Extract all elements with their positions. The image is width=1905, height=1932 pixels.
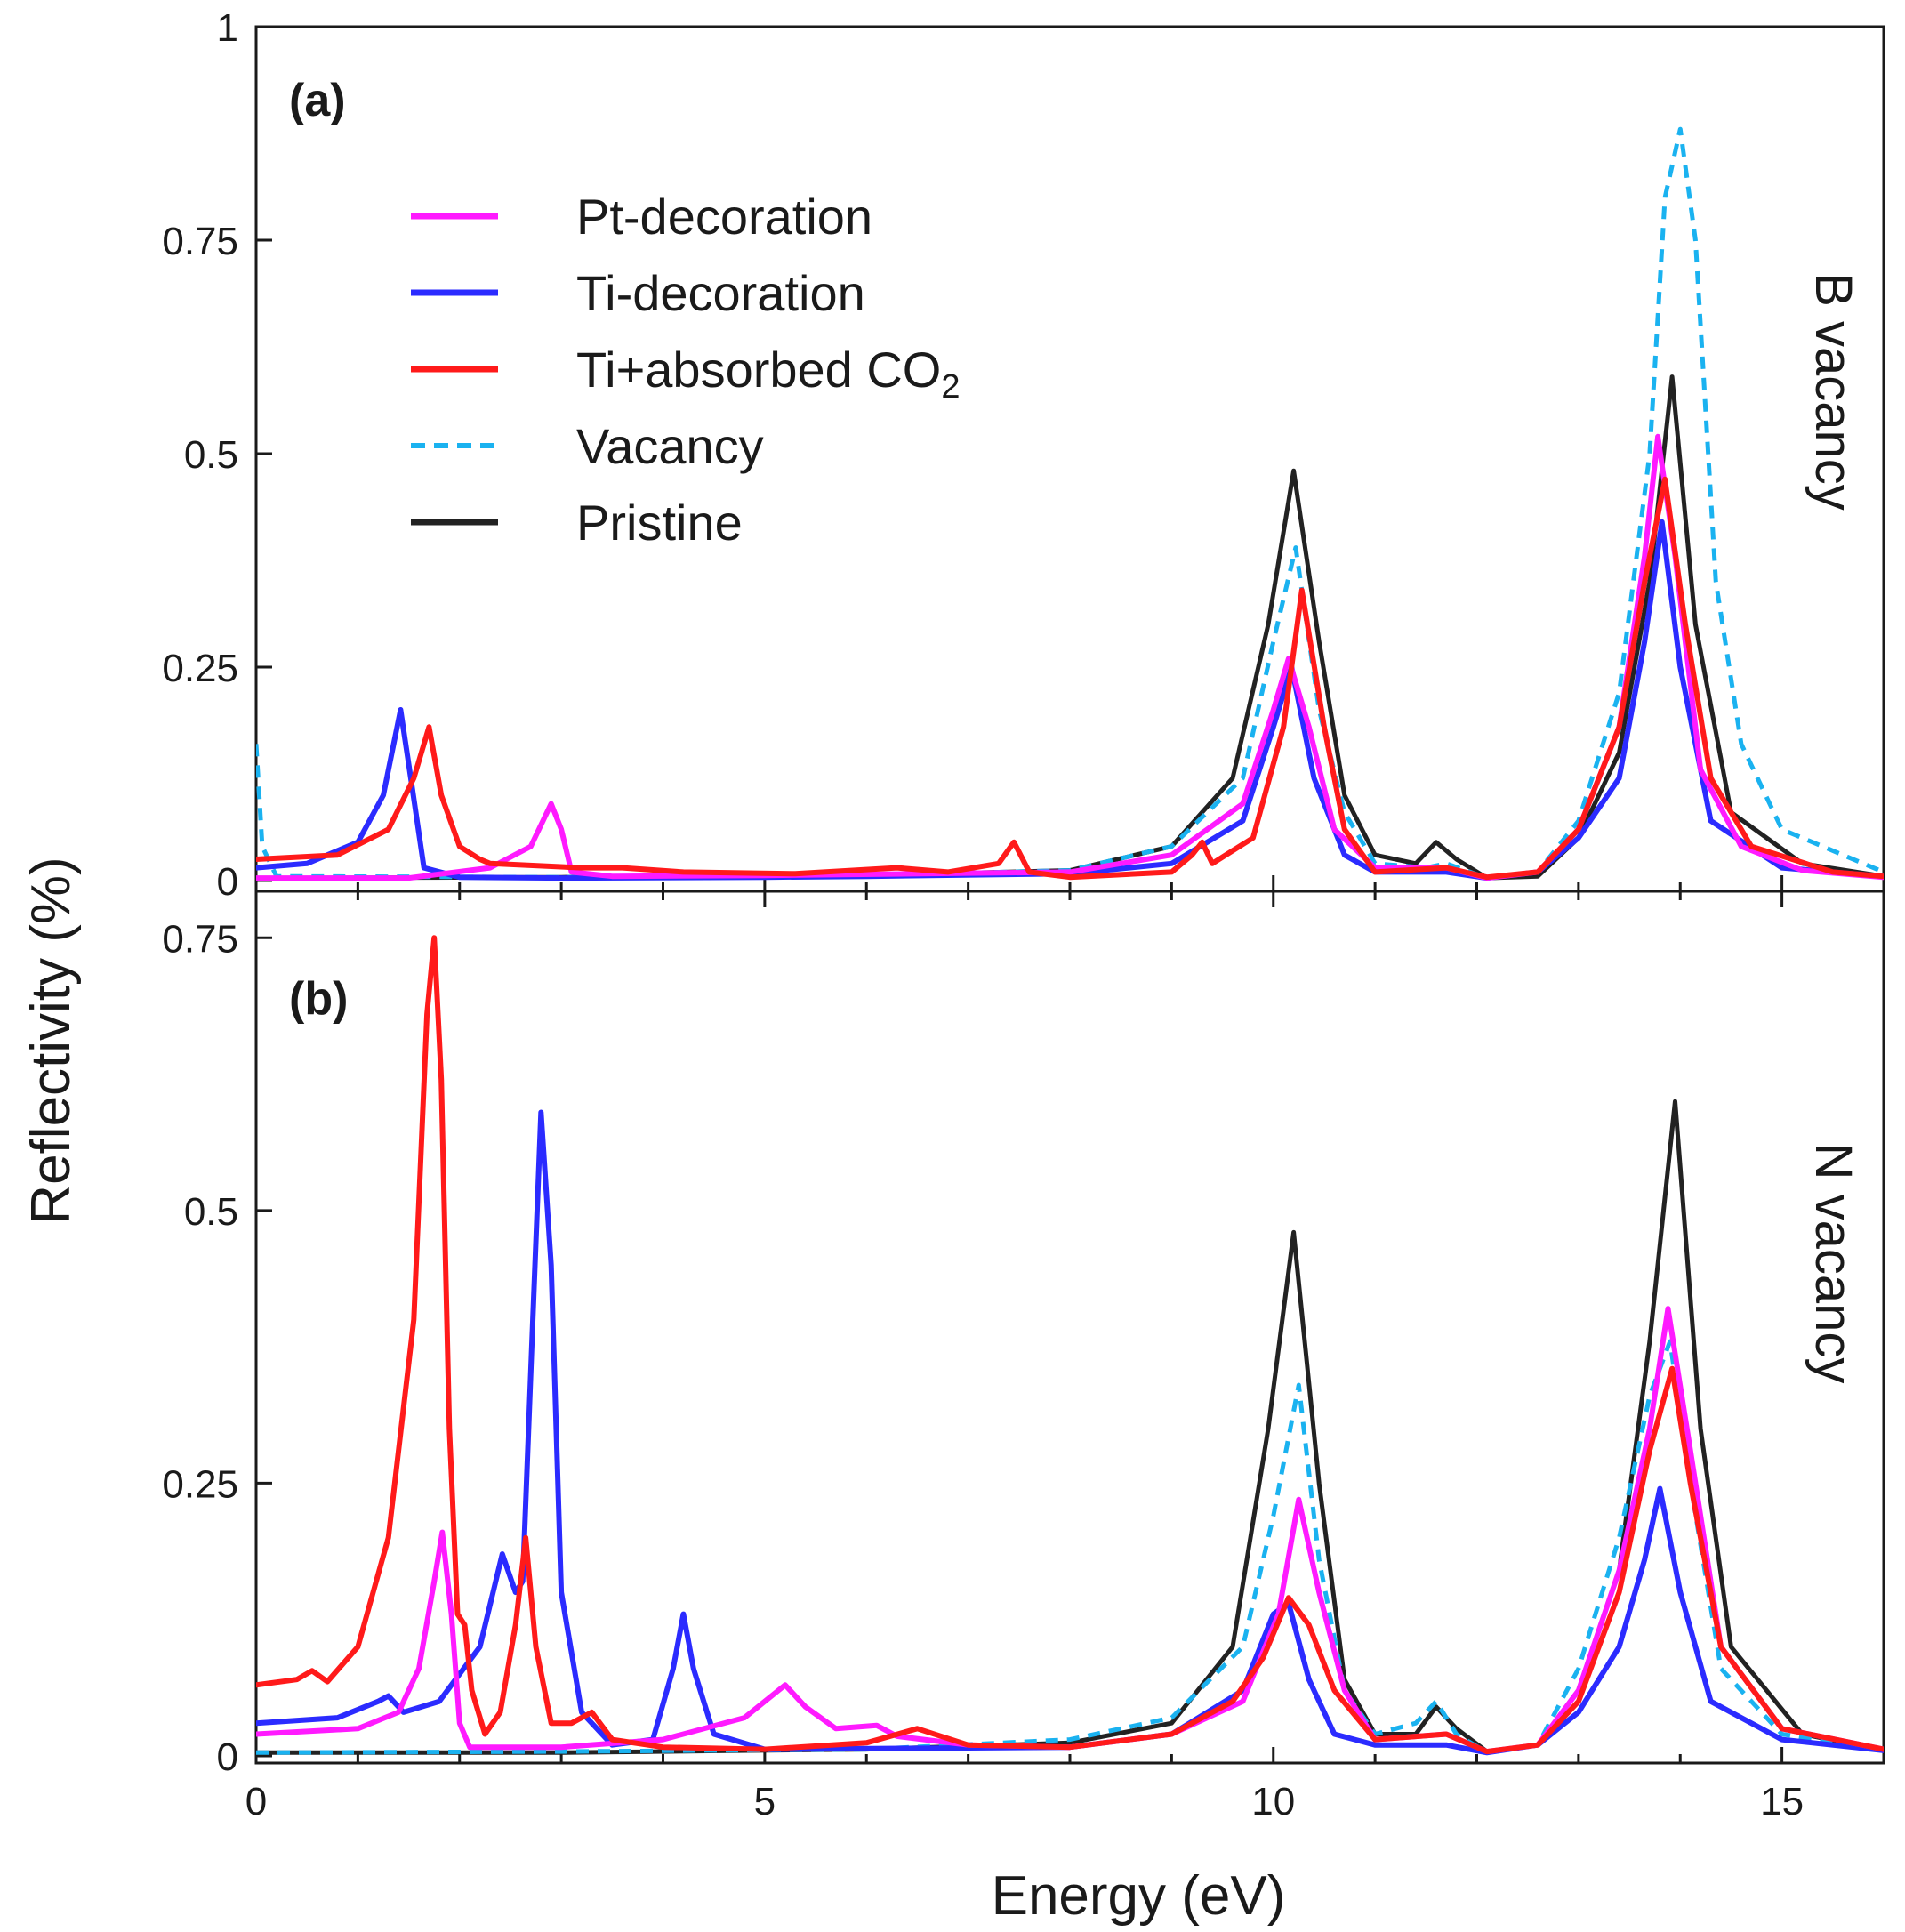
series-line-ti-decoration — [256, 1109, 1884, 1756]
plot-frame — [254, 890, 1885, 1765]
series-line-vacancy — [256, 126, 1884, 881]
panel-label: (a) — [289, 75, 346, 126]
y-tick-label: 1 — [217, 6, 238, 50]
x-tick-label: 0 — [245, 1780, 267, 1823]
x-tick-label: 5 — [754, 1780, 776, 1823]
legend-label-text: Vacancy — [576, 418, 764, 474]
legend-label-text: Ti-decoration — [576, 265, 865, 321]
series-line-ti-absorbed-co2 — [256, 935, 1884, 1755]
legend-label-subscript: 2 — [941, 368, 960, 406]
y-tick-label: 0.75 — [162, 917, 238, 961]
series-line-vacancy — [256, 1339, 1884, 1755]
legend-label-pt-decoration: Pt-decoration — [576, 189, 872, 245]
panel-label: (b) — [289, 973, 348, 1025]
x-tick-label: 15 — [1760, 1780, 1804, 1823]
series-line-pristine — [256, 374, 1884, 881]
y-tick-label: 0.75 — [162, 220, 238, 263]
legend-label-pristine: Pristine — [576, 495, 743, 551]
legend-label-ti-absorbed-co: Ti+absorbed CO2 — [576, 342, 961, 406]
legend-label-text: Ti+absorbed CO — [576, 342, 941, 398]
panel-side-label: N vacancy — [1805, 1143, 1862, 1384]
series-line-ti-decoration — [256, 519, 1884, 881]
panel-a: 0 0.25 0.5 0.75 1 (a) B vacancy — [162, 6, 1885, 907]
y-tick-label: 0.5 — [184, 433, 238, 477]
y-axis-title: Reflectivity (%) — [20, 857, 82, 1224]
legend-label-text: Pristine — [576, 495, 743, 551]
x-tick-label: 10 — [1251, 1780, 1295, 1823]
legend: Pt-decoration Ti-decoration Ti+absorbed CO… — [411, 189, 961, 551]
series-line-pristine — [256, 1099, 1884, 1755]
series-line-pt-decoration — [256, 433, 1884, 881]
y-tick-label: 0.5 — [184, 1190, 238, 1234]
series-line-pt-decoration — [256, 1306, 1884, 1755]
panel-side-label: B vacancy — [1805, 272, 1862, 511]
x-axis-title: Energy (eV) — [992, 1865, 1286, 1927]
legend-label-text: Pt-decoration — [576, 189, 872, 245]
legend-label-ti-decoration: Ti-decoration — [576, 265, 865, 321]
y-tick-label: 0.25 — [162, 647, 238, 690]
plot-frame — [254, 25, 1885, 893]
y-tick-label: 0 — [217, 1735, 238, 1779]
legend-label-vacancy: Vacancy — [576, 418, 764, 474]
y-tick-label: 0 — [217, 860, 238, 904]
panel-b: 0 0.25 0.5 0.75 (b) N vacancy — [162, 890, 1885, 1779]
y-tick-label: 0.25 — [162, 1462, 238, 1506]
series-line-ti-absorbed-co2 — [256, 476, 1884, 881]
